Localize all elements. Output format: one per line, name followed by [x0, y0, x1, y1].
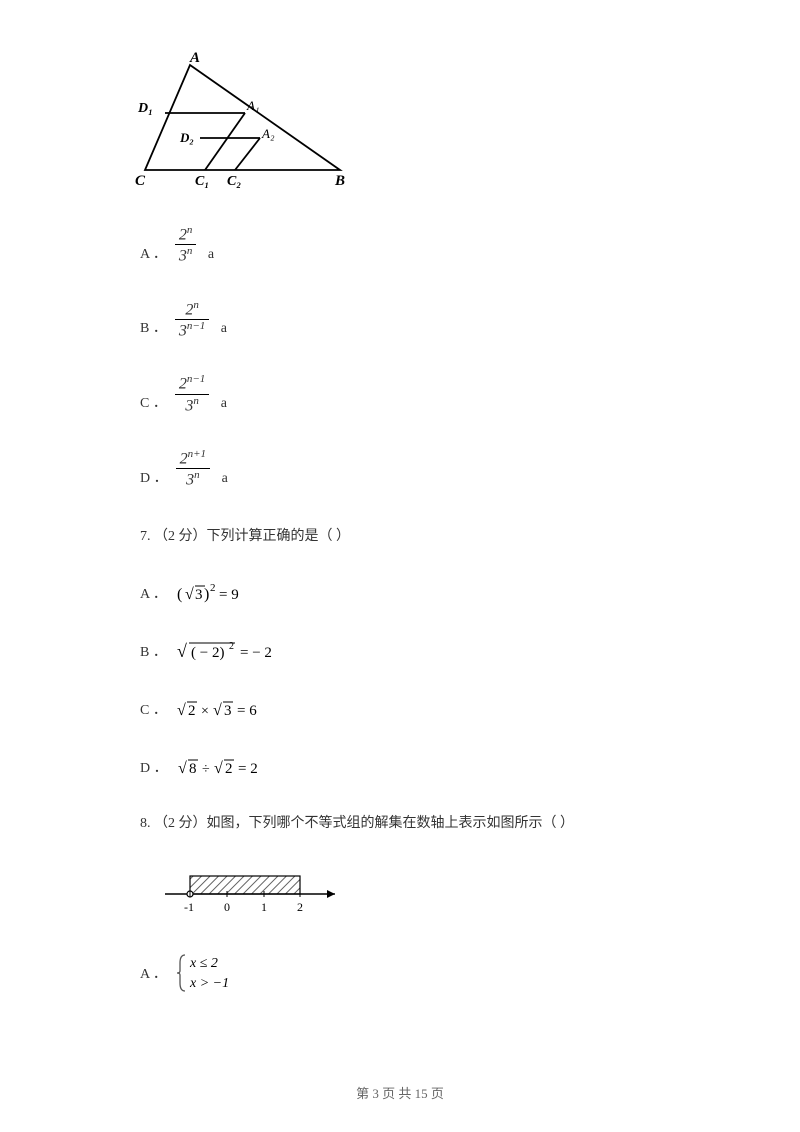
svg-text:3: 3 — [224, 703, 232, 719]
svg-text:C₂: C₂ — [227, 174, 241, 189]
svg-text:D₁: D₁ — [137, 101, 153, 116]
svg-text:= 2: = 2 — [238, 761, 258, 777]
denominator: 3n — [182, 470, 204, 488]
fraction: 2n+1 3n — [176, 449, 210, 489]
suffix: a — [217, 396, 227, 414]
svg-text:): ) — [204, 586, 209, 603]
svg-text:√: √ — [213, 702, 222, 719]
fraction-option: B ． 2n 3n−1 a — [140, 300, 660, 340]
svg-text:B: B — [334, 173, 345, 189]
svg-text:√: √ — [177, 641, 187, 661]
svg-text:2: 2 — [188, 703, 196, 719]
option-label: D ． — [140, 467, 168, 489]
question-8-text: 8. （2 分）如图，下列哪个不等式组的解集在数轴上表示如图所示（ ） — [140, 811, 660, 836]
svg-text:= 9: = 9 — [219, 587, 239, 603]
svg-text:3: 3 — [195, 587, 203, 603]
fraction-option: D ． 2n+1 3n a — [140, 449, 660, 489]
svg-text:( − 2): ( − 2) — [191, 645, 224, 661]
math-option: B ． √( − 2) 2 = − 2 — [140, 637, 660, 665]
svg-text:D₂: D₂ — [179, 130, 194, 145]
fraction-bar — [175, 244, 197, 245]
math-option: C ．√2×√3= 6 — [140, 695, 660, 723]
triangle-diagram: A D₁ A₁ D₂ A₂ C C₁ C₂ B — [135, 50, 660, 195]
svg-text:8: 8 — [189, 761, 197, 777]
math-option: D ．√8÷√2= 2 — [140, 753, 660, 781]
svg-text:(: ( — [177, 586, 182, 603]
svg-text:2: 2 — [297, 900, 303, 914]
svg-text:÷: ÷ — [202, 762, 210, 777]
denominator: 3n−1 — [175, 321, 209, 339]
suffix: a — [217, 321, 227, 339]
option-label: A ． — [140, 243, 167, 265]
svg-text:A₂: A₂ — [261, 126, 275, 141]
q8-option-a: A ． x ≤ 2 x > −1 — [140, 951, 660, 995]
question-7-text: 7. （2 分）下列计算正确的是（ ） — [140, 524, 660, 549]
fraction: 2n 3n−1 — [175, 300, 209, 340]
numerator: 2n+1 — [176, 449, 210, 467]
math-option: A ． (√3)2= 9 — [140, 579, 660, 607]
fraction-option: C ． 2n−1 3n a — [140, 374, 660, 414]
numerator: 2n — [175, 225, 197, 243]
option-label: A ． — [140, 583, 167, 603]
numerator: 2n−1 — [175, 374, 209, 392]
numerator: 2n — [181, 300, 203, 318]
option-label: D ． — [140, 757, 168, 777]
svg-text:x ≤ 2: x ≤ 2 — [189, 956, 218, 971]
svg-text:-1: -1 — [184, 900, 194, 914]
svg-text:C₁: C₁ — [195, 174, 209, 189]
svg-text:A₁: A₁ — [246, 98, 259, 113]
option-label: C ． — [140, 392, 167, 414]
svg-text:2: 2 — [210, 582, 216, 594]
svg-text:2: 2 — [225, 761, 233, 777]
svg-text:= − 2: = − 2 — [240, 645, 272, 661]
denominator: 3n — [181, 396, 203, 414]
svg-text:√: √ — [178, 760, 187, 777]
svg-text:0: 0 — [224, 900, 230, 914]
svg-text:2: 2 — [229, 641, 234, 652]
svg-text:A: A — [189, 50, 200, 66]
fraction-options-container: A ． 2n 3n a B ． 2n 3n−1 a C ． 2n−1 3n a … — [140, 225, 660, 489]
question-7-options: A ．(√3)2= 9B ．√( − 2)2= − 2C ．√2×√3= 6D … — [140, 579, 660, 781]
svg-text:= 6: = 6 — [237, 703, 257, 719]
svg-text:x > −1: x > −1 — [189, 976, 229, 991]
suffix: a — [218, 471, 228, 489]
fraction-bar — [176, 468, 210, 469]
fraction: 2n 3n — [175, 225, 197, 265]
option-label: B ． — [140, 317, 167, 339]
svg-text:1: 1 — [261, 900, 267, 914]
svg-text:√: √ — [185, 586, 194, 603]
page-footer: 第 3 页 共 15 页 — [0, 1083, 800, 1102]
svg-text:×: × — [201, 704, 209, 719]
fraction-option: A ． 2n 3n a — [140, 225, 660, 265]
option-label: B ． — [140, 641, 167, 661]
option-label: C ． — [140, 699, 167, 719]
svg-text:√: √ — [214, 760, 223, 777]
number-line-diagram: -1 0 1 2 — [160, 866, 660, 926]
svg-text:C: C — [135, 173, 146, 189]
option-label: A ． — [140, 963, 167, 983]
denominator: 3n — [175, 246, 197, 264]
svg-text:√: √ — [177, 702, 186, 719]
fraction: 2n−1 3n — [175, 374, 209, 414]
suffix: a — [204, 247, 214, 265]
